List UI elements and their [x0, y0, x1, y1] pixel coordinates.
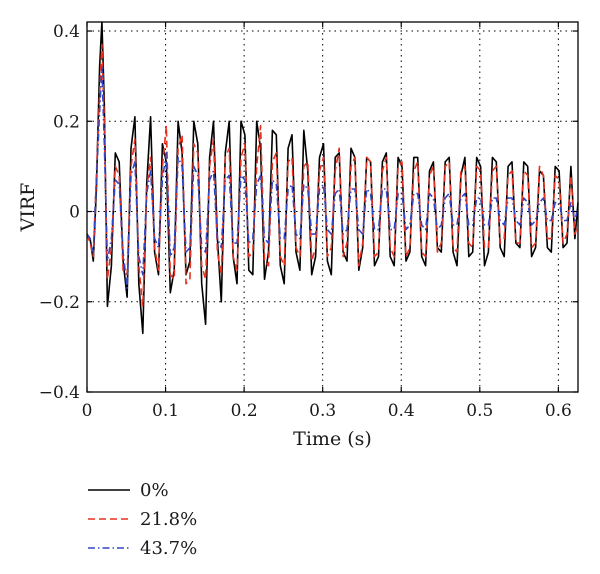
plot-frame [86, 21, 579, 393]
plot-series [86, 21, 579, 335]
y-tick-label: −0.4 [39, 383, 80, 403]
x-tick-label: 0.6 [545, 401, 572, 421]
series-line-43-7-pct [86, 66, 579, 290]
x-tick-label: 0.1 [152, 401, 179, 421]
x-tick-label: 0.3 [309, 401, 336, 421]
y-tick-label: −0.2 [39, 293, 80, 313]
series-line-0-pct [86, 21, 579, 335]
y-tick-label: 0 [69, 203, 80, 223]
legend-label-43-7pct: 43.7% [140, 538, 197, 559]
legend-label-21-8pct: 21.8% [140, 509, 197, 530]
x-tick-label: 0.2 [231, 401, 258, 421]
legend-label-0pct: 0% [140, 480, 169, 501]
x-tick-label: 0.5 [466, 401, 493, 421]
grid [87, 22, 578, 392]
y-tick-label: 0.2 [53, 112, 80, 132]
legend: 0% 21.8% 43.7% [88, 480, 197, 559]
y-tick-label: 0.4 [53, 22, 80, 42]
y-axis-label: VIRF [17, 183, 39, 233]
series-line-21-8-pct [86, 43, 579, 308]
x-tick-label: 0 [82, 401, 93, 421]
ticks: 0 0.1 0.2 0.3 0.4 0.5 0.6 −0.4 −0.2 0 0.2 0.4 [39, 22, 578, 421]
x-tick-label: 0.4 [388, 401, 415, 421]
x-axis-label: Time (s) [293, 428, 372, 450]
